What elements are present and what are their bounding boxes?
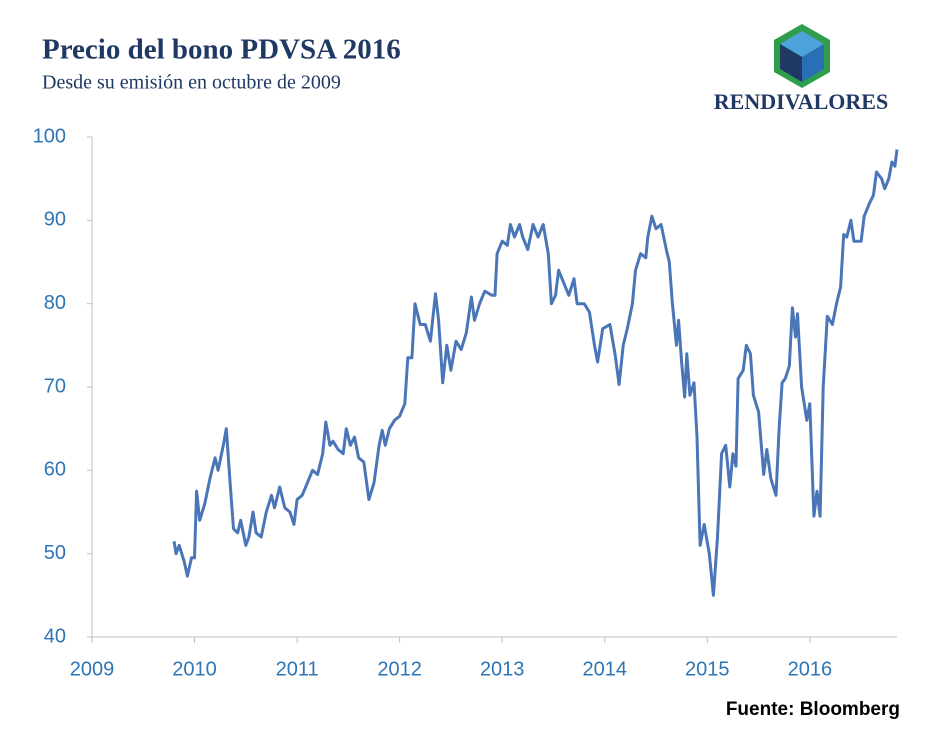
x-tick-label: 2015 xyxy=(685,658,730,680)
y-tick-label: 60 xyxy=(44,459,66,481)
logo-icon xyxy=(774,24,830,88)
y-tick-label: 70 xyxy=(44,375,66,397)
chart-subtitle: Desde su emisión en octubre de 2009 xyxy=(42,72,341,94)
x-tick-label: 2010 xyxy=(172,658,217,680)
price-line xyxy=(172,149,899,597)
x-tick-label: 2009 xyxy=(70,658,115,680)
y-tick-label: 80 xyxy=(44,292,66,314)
chart-title: Precio del bono PDVSA 2016 xyxy=(42,34,401,66)
y-tick-label: 90 xyxy=(44,209,66,231)
y-tick-label: 40 xyxy=(44,625,66,647)
x-tick-label: 2014 xyxy=(582,658,627,680)
x-tick-label: 2012 xyxy=(377,658,422,680)
y-tick-label: 50 xyxy=(44,542,66,564)
y-tick-label: 100 xyxy=(33,125,66,147)
x-tick-label: 2011 xyxy=(276,658,319,680)
logo-text: RENDIVALORES xyxy=(714,89,888,114)
x-tick-label: 2016 xyxy=(788,658,833,680)
source-note: Fuente: Bloomberg xyxy=(726,699,900,720)
x-tick-label: 2013 xyxy=(480,658,525,680)
